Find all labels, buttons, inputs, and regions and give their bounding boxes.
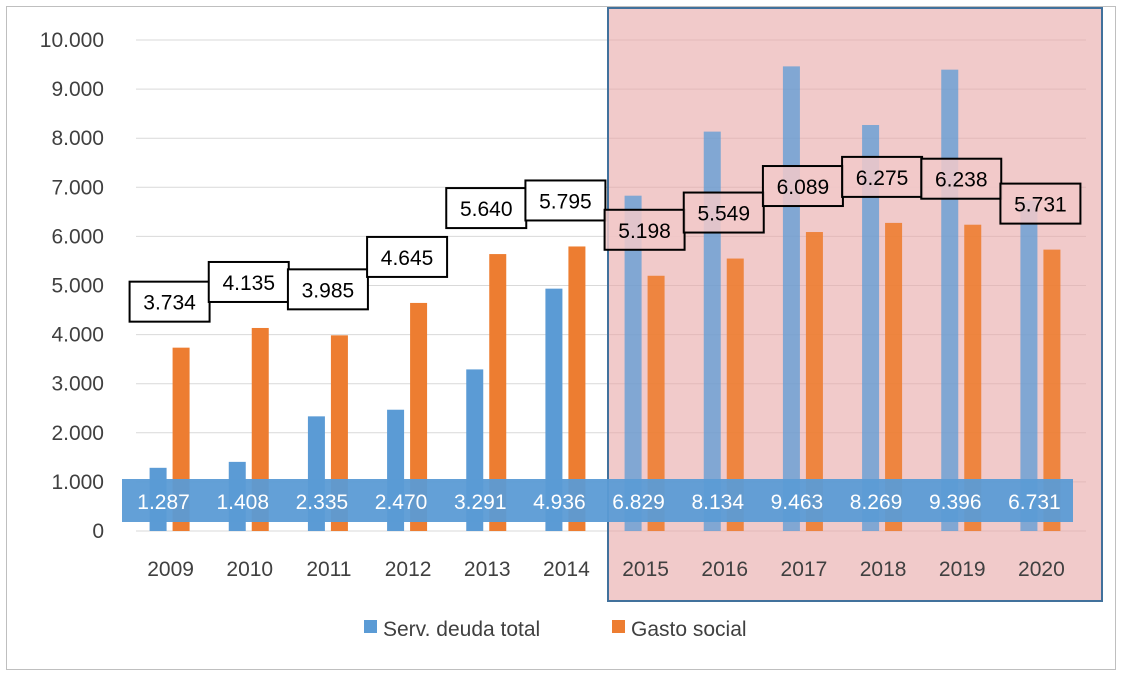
data-label-box-gasto-social-2010 [207, 260, 290, 303]
data-label-serv-deuda-total-2016: 8.134 [691, 491, 744, 514]
y-tick-label: 8.000 [51, 127, 104, 150]
y-tick-label: 1.000 [51, 471, 104, 494]
bar-serv-deuda-total-2016 [703, 131, 721, 531]
bar-gasto-social-2017 [805, 232, 823, 532]
y-tick-label: 3.000 [51, 373, 104, 396]
data-label-serv-deuda-total-2015: 6.829 [612, 491, 665, 514]
x-tick-label-2019: 2019 [939, 558, 986, 581]
data-label-gasto-social-2016: 5.549 [697, 203, 750, 226]
y-tick-label: 10.000 [40, 29, 104, 52]
bar-serv-deuda-total-2018 [862, 124, 880, 532]
y-tick-label: 6.000 [51, 225, 104, 248]
data-label-gasto-social-2012: 4.645 [381, 247, 434, 270]
x-tick-label-2014: 2014 [543, 558, 590, 581]
data-label-gasto-social-2010: 4.135 [222, 272, 275, 295]
data-label-serv-deuda-total-2017: 9.463 [771, 491, 824, 514]
legend-swatch-serv-deuda-total [364, 620, 377, 633]
data-labels: 1.287 3.734 1.408 4.135 2.335 3.985 2.470 4.645… [128, 155, 1082, 514]
y-tick-label: 7.000 [51, 176, 104, 199]
data-label-box-gasto-social-2018 [841, 155, 924, 198]
x-tick-label-2017: 2017 [781, 558, 828, 581]
x-axis: 2009 2010 2011 2012 2013 2014 2015 2016 2017 2018… [147, 558, 1065, 581]
data-label-box-gasto-social-2012 [366, 235, 449, 278]
bar-serv-deuda-total-2019 [941, 69, 959, 531]
legend-label-gasto-social: Gasto social [631, 618, 747, 641]
bar-gasto-social-2019 [964, 224, 982, 531]
data-label-serv-deuda-total-2013: 3.291 [454, 491, 507, 514]
data-label-gasto-social-2018: 6.275 [856, 167, 909, 190]
x-tick-label-2018: 2018 [860, 558, 907, 581]
data-label-gasto-social-2009: 3.734 [143, 292, 196, 315]
y-tick-label: 2.000 [51, 422, 104, 445]
bar-gasto-social-2012 [410, 302, 428, 531]
debt-label-band [122, 479, 1073, 522]
x-tick-label-2013: 2013 [464, 558, 511, 581]
bar-serv-deuda-total-2015 [624, 195, 642, 531]
y-tick-label: 9.000 [51, 78, 104, 101]
x-tick-label-2010: 2010 [226, 558, 273, 581]
y-tick-label: 5.000 [51, 275, 104, 298]
data-label-serv-deuda-total-2019: 9.396 [929, 491, 982, 514]
data-label-serv-deuda-total-2018: 8.269 [850, 491, 903, 514]
bar-gasto-social-2015 [647, 275, 665, 531]
data-label-serv-deuda-total-2014: 4.936 [533, 491, 586, 514]
data-label-gasto-social-2019: 6.238 [935, 169, 988, 192]
y-tick-label: 0 [92, 520, 104, 543]
bar-serv-deuda-total-2017 [782, 66, 800, 531]
data-label-box-gasto-social-2009 [128, 280, 211, 323]
legend-swatch-gasto-social [612, 620, 625, 633]
legend: Serv. deuda total Gasto social [364, 618, 747, 641]
data-label-gasto-social-2020: 5.731 [1014, 194, 1067, 217]
x-tick-label-2016: 2016 [701, 558, 748, 581]
data-label-box-gasto-social-2015 [603, 208, 686, 251]
bar-serv-deuda-total-2014 [545, 288, 563, 531]
data-label-serv-deuda-total-2011: 2.335 [296, 491, 349, 514]
data-label-box-gasto-social-2013 [445, 187, 528, 230]
x-tick-label-2009: 2009 [147, 558, 194, 581]
data-label-gasto-social-2014: 5.795 [539, 190, 592, 213]
label-band [122, 479, 1073, 522]
x-tick-label-2012: 2012 [385, 558, 432, 581]
data-label-serv-deuda-total-2012: 2.470 [375, 491, 428, 514]
data-label-box-gasto-social-2016 [682, 191, 765, 234]
data-label-gasto-social-2015: 5.198 [618, 220, 671, 243]
x-tick-label-2015: 2015 [622, 558, 669, 581]
data-label-serv-deuda-total-2020: 6.731 [1008, 491, 1061, 514]
bar-gasto-social-2013 [489, 254, 507, 532]
data-label-box-gasto-social-2019 [920, 157, 1003, 200]
x-tick-label-2011: 2011 [306, 558, 351, 581]
bar-serv-deuda-total-2020 [1020, 200, 1038, 531]
x-tick-label-2020: 2020 [1018, 558, 1065, 581]
data-label-gasto-social-2017: 6.089 [777, 176, 830, 199]
bar-gasto-social-2018 [885, 222, 903, 531]
data-label-gasto-social-2013: 5.640 [460, 198, 513, 221]
data-label-gasto-social-2011: 3.985 [302, 279, 355, 302]
bar-gasto-social-2014 [568, 246, 586, 531]
data-label-box-gasto-social-2020 [999, 182, 1082, 225]
data-label-box-gasto-social-2014 [524, 179, 607, 222]
bar-gasto-social-2016 [726, 258, 744, 531]
data-label-serv-deuda-total-2009: 1.287 [137, 491, 190, 514]
data-label-box-gasto-social-2011 [286, 268, 369, 311]
bar-gasto-social-2020 [1043, 249, 1061, 531]
data-label-serv-deuda-total-2010: 1.408 [216, 491, 269, 514]
y-tick-label: 4.000 [51, 324, 104, 347]
legend-label-serv-deuda-total: Serv. deuda total [383, 618, 540, 641]
y-axis: 0 1.000 2.000 3.000 4.000 5.000 6.000 7.000 8.00… [40, 29, 104, 543]
